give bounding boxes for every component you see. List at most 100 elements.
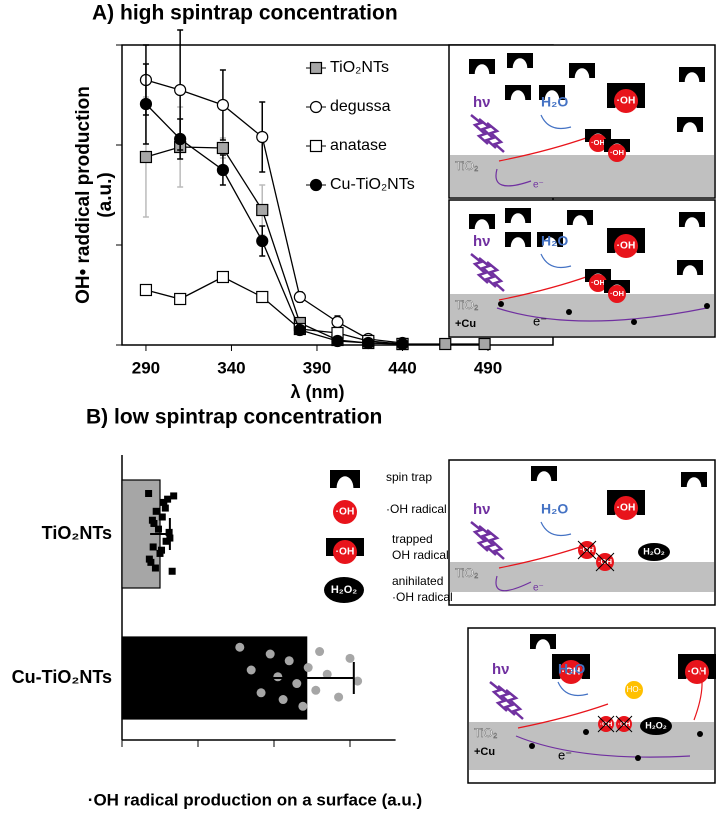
spin-trap (679, 212, 705, 227)
oh-label: ·OH (617, 241, 636, 252)
photon (478, 257, 497, 288)
data-point (158, 546, 166, 554)
data-point (168, 567, 176, 575)
data-point (298, 701, 308, 711)
surface-label: TiO₂ (455, 566, 479, 580)
cu-particle (631, 319, 637, 325)
spin-trap (530, 634, 556, 649)
photon (486, 529, 505, 560)
marker (174, 292, 187, 306)
surface-label: TiO₂ (455, 159, 479, 173)
h2o2 (324, 577, 364, 603)
electron-arrow (495, 575, 532, 592)
marker (139, 283, 153, 297)
cu-particle (635, 755, 641, 761)
x-axis-label: λ (nm) (291, 382, 345, 402)
data-point (353, 676, 363, 686)
hv-label: hν (473, 233, 491, 250)
surface (450, 562, 714, 592)
cross (577, 540, 597, 560)
spin-trap (569, 63, 595, 78)
oh-radical (614, 89, 638, 113)
surface (469, 722, 714, 770)
marker (331, 334, 344, 348)
data-point (284, 656, 294, 666)
x-tick-label: 340 (217, 358, 245, 377)
photon (470, 253, 489, 284)
oh-label: ·OH (562, 667, 581, 678)
spin-trap (507, 53, 533, 68)
oh-label: ·OH (336, 507, 355, 518)
marker (139, 97, 153, 111)
marker (216, 141, 230, 155)
photon (478, 118, 497, 149)
key-label: anihilated (392, 574, 443, 588)
spin-trap (681, 472, 707, 487)
oh-label: ·OH (610, 148, 624, 157)
x-tick-label: 440 (388, 358, 416, 377)
marker (256, 234, 269, 248)
hv-label: hν (473, 501, 491, 518)
panel-a-title: A) high spintrap concentration (92, 2, 398, 25)
spin-trap (677, 117, 703, 132)
spin-trap (678, 654, 716, 679)
spin-trap (567, 210, 593, 225)
photon (478, 525, 497, 556)
data-point (235, 642, 245, 652)
cu-particle (583, 729, 589, 735)
spin-trap (604, 139, 630, 152)
ho-arrow (693, 661, 703, 721)
marker (139, 150, 153, 164)
electron-label: e⁻ (533, 583, 544, 594)
photon (470, 114, 489, 145)
y-axis-label: (a.u.) (95, 172, 116, 217)
spin-trap (469, 214, 495, 229)
spin-trap (607, 228, 645, 253)
data-point (256, 688, 266, 698)
data-point (152, 507, 160, 515)
electron-arrow (496, 307, 708, 322)
data-point (292, 679, 302, 689)
data-point (160, 498, 168, 506)
oh-label: ·OH (688, 667, 707, 678)
cu-particle (498, 301, 504, 307)
data-point (161, 504, 169, 512)
water-arrow (540, 521, 572, 537)
spin-trap (505, 85, 531, 100)
series-line (145, 146, 485, 345)
data-point (315, 647, 325, 657)
data-point (149, 543, 157, 551)
marker (362, 336, 375, 350)
data-point (246, 665, 256, 675)
data-point (303, 663, 313, 673)
data-point (164, 495, 172, 503)
hv-label: hν (473, 94, 491, 111)
x-axis-label: ·OH radical production on a surface (a.u… (88, 790, 422, 809)
hole-arrow (498, 136, 590, 162)
oh-radical (614, 234, 638, 258)
marker (331, 315, 344, 329)
key-label: ·OH radical (386, 502, 447, 516)
spin-trap (539, 85, 565, 100)
category-label: TiO₂NTs (42, 523, 112, 543)
oh-label: ·OH (610, 289, 624, 298)
spin-trap (607, 490, 645, 515)
key-label: trapped (392, 532, 433, 546)
legend-label: Cu-TiO₂NTs (330, 176, 415, 193)
water-arrow (557, 681, 589, 697)
data-point (158, 513, 166, 521)
legend-marker (309, 100, 323, 114)
data-point (345, 653, 355, 663)
ho-label: HO· (627, 685, 642, 694)
cu-particle (697, 731, 703, 737)
diagram: ·OH TiO₂ +Cu hν H₂O e⁻ ·OH ·OH (448, 199, 716, 338)
spin-trap (607, 83, 645, 108)
spin-trap (552, 654, 590, 679)
h2o2-label: H₂O₂ (645, 720, 667, 730)
legend-label: TiO₂NTs (330, 59, 389, 76)
oh-radical (589, 134, 607, 152)
water-label: H₂O (558, 661, 585, 677)
cu-label: +Cu (455, 318, 476, 330)
marker (439, 337, 452, 351)
hv-label: hν (492, 661, 510, 678)
